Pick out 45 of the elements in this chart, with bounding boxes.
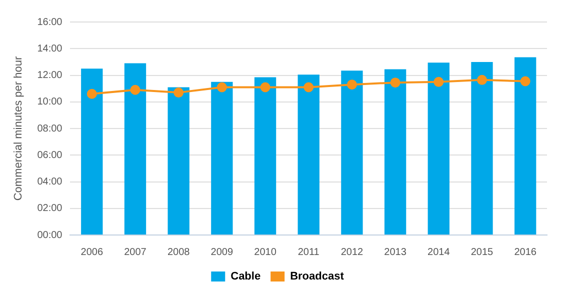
x-tick-label: 2015 — [470, 246, 494, 258]
point — [520, 76, 530, 86]
point — [216, 82, 227, 92]
legend-label: Cable — [230, 270, 261, 283]
y-tick-label: 16:00 — [37, 16, 63, 28]
bar — [471, 62, 493, 234]
point — [174, 88, 184, 98]
bar — [211, 82, 233, 234]
bar — [298, 74, 320, 234]
y-tick-label: 14:00 — [37, 43, 63, 54]
bar — [384, 69, 406, 234]
x-tick-label: 2011 — [298, 246, 320, 258]
x-tick-label: 2008 — [167, 246, 190, 258]
bar — [124, 63, 146, 234]
point — [86, 88, 97, 99]
x-tick-label: 2016 — [514, 246, 537, 258]
bar — [428, 62, 450, 234]
point — [260, 82, 270, 92]
bar — [168, 87, 190, 234]
x-tick-label: 2007 — [124, 246, 147, 258]
point — [130, 84, 140, 95]
x-tick-label: 2009 — [210, 246, 234, 258]
x-tick-label: 2006 — [80, 246, 104, 258]
x-tick-label: 2012 — [340, 246, 364, 258]
x-tick-label: 2014 — [428, 246, 450, 258]
bar — [81, 68, 103, 234]
bar — [254, 77, 276, 234]
legend-label: Broadcast — [290, 270, 344, 283]
x-tick-label: 2010 — [254, 246, 277, 258]
point — [304, 82, 314, 92]
point — [390, 78, 400, 88]
y-axis-title: Commercial minutes per hour — [12, 56, 25, 201]
x-tick-label: 2013 — [384, 246, 407, 258]
point — [434, 76, 444, 87]
point — [346, 80, 357, 90]
y-tick-label: 10:00 — [37, 96, 63, 108]
y-tick-label: 06:00 — [37, 150, 63, 161]
point — [476, 74, 487, 85]
y-tick-label: 04:00 — [37, 176, 63, 188]
y-tick-label: 00:00 — [37, 230, 63, 241]
bar — [341, 70, 363, 234]
y-tick-label: 02:00 — [37, 203, 63, 214]
y-tick-label: 12:00 — [37, 70, 63, 81]
y-tick-label: 08:00 — [37, 123, 63, 134]
bar — [514, 57, 536, 234]
